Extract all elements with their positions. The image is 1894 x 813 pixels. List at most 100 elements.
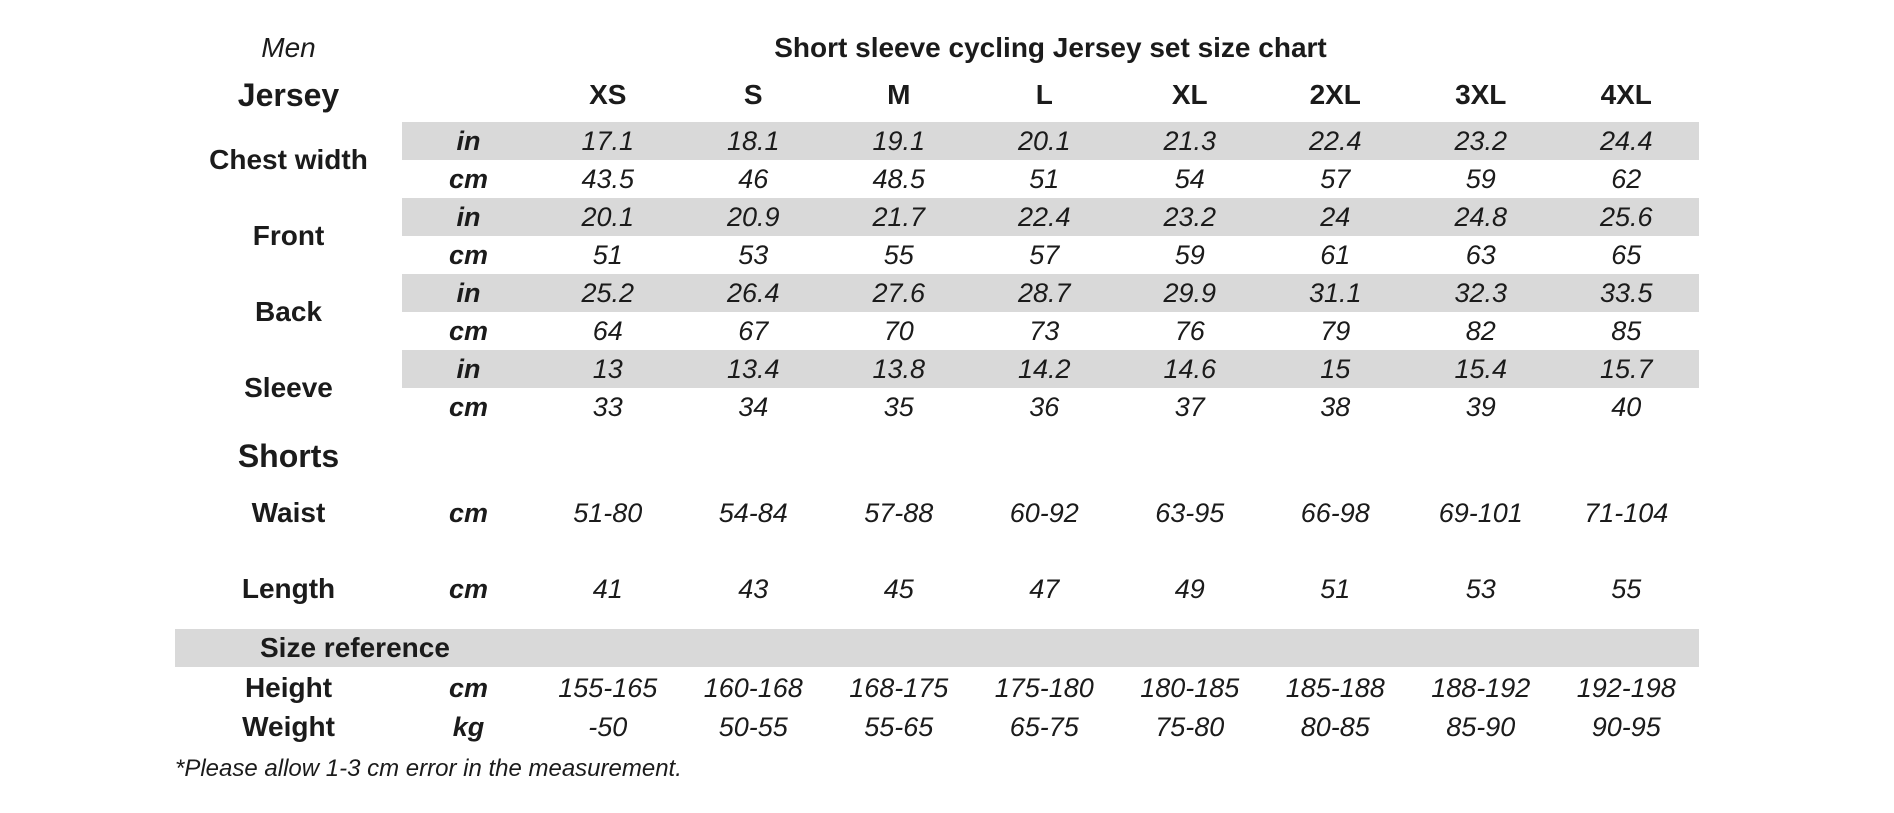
measurement-value: 13.4 (680, 350, 826, 388)
measurement-value: 64 (592, 315, 623, 346)
section-heading-size-reference: Size reference (175, 629, 1699, 667)
measurement-value: 53 (1465, 573, 1496, 604)
unit-label: cm (448, 497, 489, 528)
measurement-value: 45 (883, 573, 914, 604)
measurement-value: 23.2 (1117, 198, 1263, 236)
measurement-value: 22.4 (1262, 122, 1408, 160)
measurement-label: Waist (251, 497, 326, 528)
measurement-value: 24 (1262, 198, 1408, 236)
unit-label: cm (448, 239, 489, 270)
measurement-value: 24.8 (1408, 198, 1554, 236)
measurement-group-chest-width: Chest width in 17.1 18.1 19.1 20.1 21.3 … (0, 122, 1894, 198)
measurement-value: 20.1 (971, 122, 1117, 160)
measurement-value: 71-104 (1584, 497, 1669, 528)
measurement-value: 43 (738, 573, 769, 604)
measurement-label: Back (255, 296, 322, 327)
measurement-value: 160-168 (703, 672, 803, 703)
measurement-value: 51 (1029, 163, 1060, 194)
measurement-value: 75-80 (1155, 711, 1225, 742)
section-heading-shorts: Shorts (237, 437, 340, 474)
measurement-value: 65-75 (1009, 711, 1079, 742)
measurement-value: 21.7 (826, 198, 972, 236)
measurement-label: Chest width (209, 144, 368, 175)
measurement-value: 14.6 (1117, 350, 1263, 388)
page-title: Short sleeve cycling Jersey set size cha… (774, 32, 1327, 63)
measurement-value: 57 (1320, 163, 1351, 194)
measurement-value: 54-84 (718, 497, 788, 528)
measurement-value: 13 (535, 350, 681, 388)
measurement-value: 43.5 (581, 163, 635, 194)
measurement-value: 15.7 (1553, 350, 1699, 388)
measurement-value: 85 (1611, 315, 1642, 346)
measurement-value: 54 (1174, 163, 1205, 194)
size-column-header-xl: XL (1171, 79, 1208, 110)
measurement-value: 49 (1174, 573, 1205, 604)
table-row-sleeve-in: in 13 13.4 13.8 14.2 14.6 15 15.4 15.7 (0, 350, 1894, 388)
measurement-value: 47 (1029, 573, 1060, 604)
measurement-value: 19.1 (826, 122, 972, 160)
measurement-value: 51 (1320, 573, 1351, 604)
measurement-value: 55 (883, 239, 914, 270)
size-column-header-s: S (743, 79, 763, 110)
measurement-value: 15.4 (1408, 350, 1554, 388)
measurement-value: 23.2 (1408, 122, 1554, 160)
measurement-value: 26.4 (680, 274, 826, 312)
table-row-front-cm: cm 51 53 55 57 59 61 63 65 (0, 236, 1894, 274)
unit-label: in (402, 350, 535, 388)
size-column-header-3xl: 3XL (1455, 79, 1507, 110)
table-row-front-in: in 20.1 20.9 21.7 22.4 23.2 24 24.8 25.6 (0, 198, 1894, 236)
measurement-value: 67 (738, 315, 769, 346)
measurement-value: 76 (1174, 315, 1205, 346)
measurement-value: 59 (1465, 163, 1496, 194)
table-row-waist: Waist cm 51-80 54-84 57-88 60-92 63-95 6… (0, 494, 1894, 532)
measurement-value: 37 (1174, 391, 1205, 422)
measurement-value: 39 (1465, 391, 1496, 422)
measurement-value: 20.9 (680, 198, 826, 236)
measurement-value: 31.1 (1262, 274, 1408, 312)
measurement-value: 66-98 (1300, 497, 1370, 528)
measurement-value: 40 (1611, 391, 1642, 422)
measurement-value: 73 (1029, 315, 1060, 346)
measurement-value: 24.4 (1553, 122, 1699, 160)
measurement-label: Sleeve (244, 372, 333, 403)
size-column-header-2xl: 2XL (1309, 79, 1361, 110)
table-row-length: Length cm 41 43 45 47 49 51 53 55 (0, 570, 1894, 608)
measurement-value: 57-88 (864, 497, 934, 528)
measurement-label: Height (244, 672, 333, 703)
table-row-back-in: in 25.2 26.4 27.6 28.7 29.9 31.1 32.3 33… (0, 274, 1894, 312)
measurement-value: 175-180 (994, 672, 1094, 703)
measurement-value: 29.9 (1117, 274, 1263, 312)
table-row-height: Height cm 155-165 160-168 168-175 175-18… (0, 670, 1894, 706)
footnote-row: *Please allow 1-3 cm error in the measur… (175, 755, 1894, 783)
size-header-row: Jersey XS S M L XL 2XL 3XL 4XL (0, 68, 1894, 122)
size-reference-row: Size reference (0, 629, 1894, 667)
measurement-value: 80-85 (1300, 711, 1370, 742)
unit-label: cm (448, 672, 489, 703)
gender-label: Men (261, 32, 316, 63)
measurement-value: 51-80 (573, 497, 643, 528)
measurement-value: 33 (592, 391, 623, 422)
unit-label: kg (452, 711, 485, 742)
unit-label: cm (448, 573, 489, 604)
measurement-value: 15 (1262, 350, 1408, 388)
size-column-header-l: L (1035, 79, 1053, 110)
unit-label: cm (448, 391, 489, 422)
measurement-value: 13.8 (826, 350, 972, 388)
measurement-value: 48.5 (872, 163, 926, 194)
footnote-text: *Please allow 1-3 cm error in the measur… (175, 755, 682, 782)
measurement-value: 65 (1611, 239, 1642, 270)
measurement-value: 63-95 (1155, 497, 1225, 528)
measurement-value: 50-55 (718, 711, 788, 742)
measurement-value: 55 (1611, 573, 1642, 604)
top-row: Men Short sleeve cycling Jersey set size… (0, 28, 1894, 68)
measurement-value: 21.3 (1117, 122, 1263, 160)
measurement-value: 17.1 (535, 122, 681, 160)
measurement-label: Front (252, 220, 325, 251)
measurement-label: Length (241, 573, 336, 604)
measurement-group-sleeve: Sleeve in 13 13.4 13.8 14.2 14.6 15 15.4… (0, 350, 1894, 426)
measurement-value: 55-65 (864, 711, 934, 742)
measurement-value: 35 (883, 391, 914, 422)
measurement-value: -50 (588, 711, 628, 742)
unit-label: in (402, 122, 535, 160)
